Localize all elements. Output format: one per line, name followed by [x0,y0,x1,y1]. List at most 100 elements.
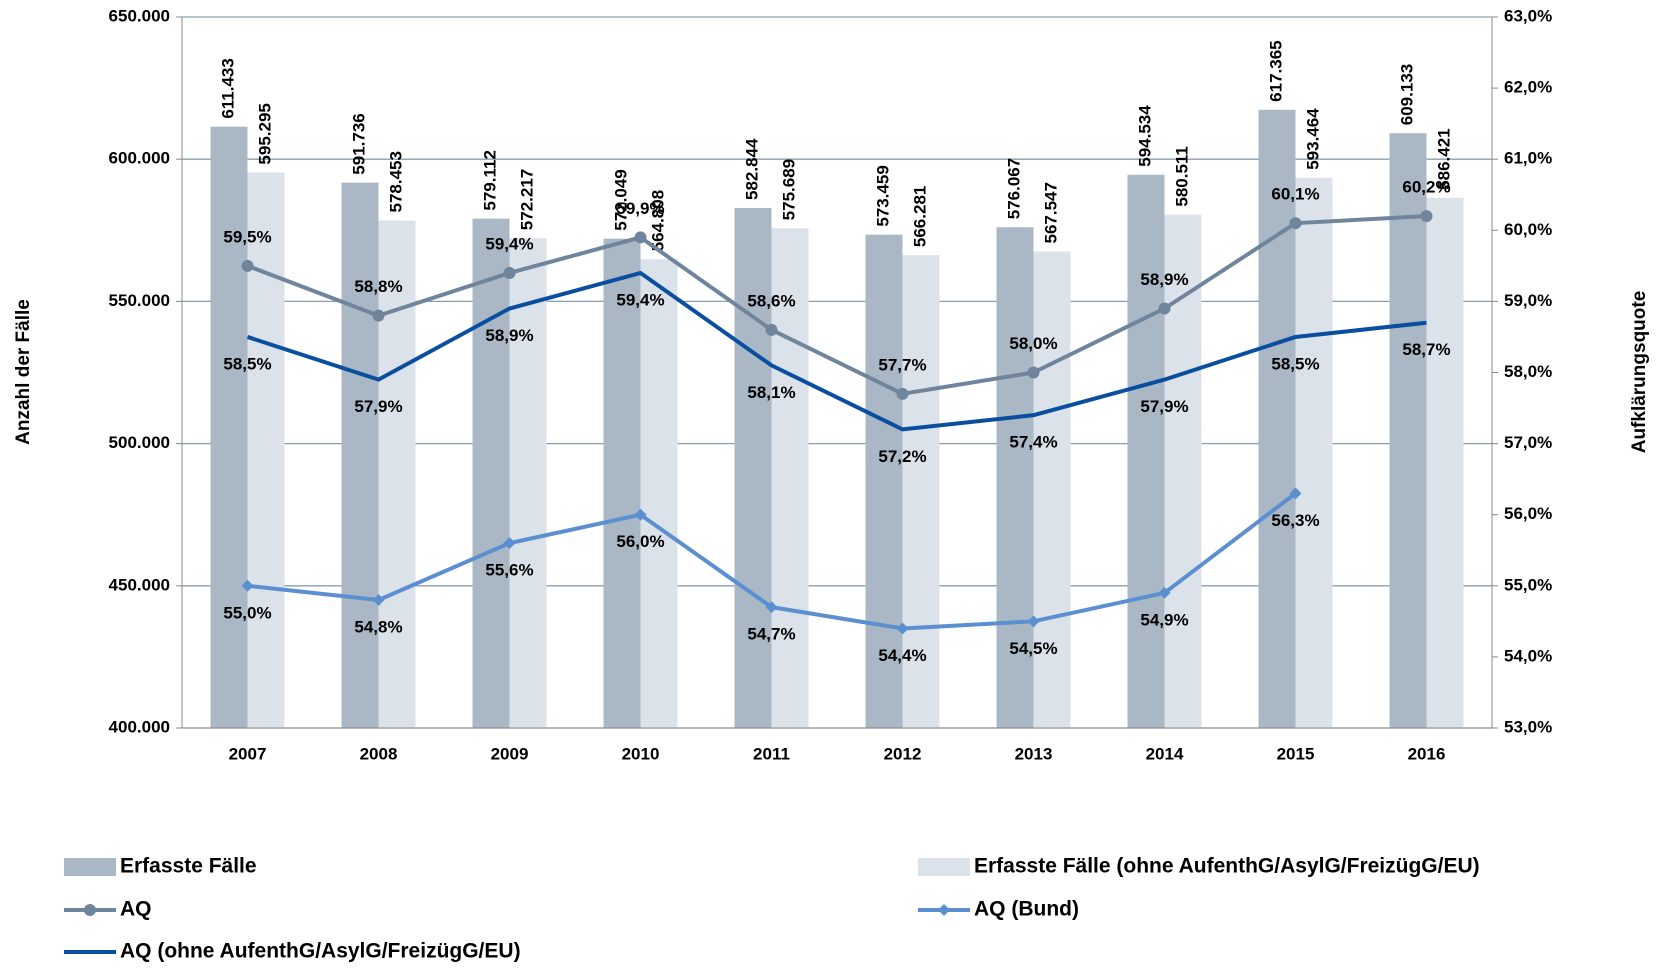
bar [1128,175,1165,728]
y-tick-label: 650.000 [109,6,170,25]
legend-marker [938,904,950,916]
line-value-label: 58,6% [747,291,795,310]
bar [1427,198,1464,728]
legend-swatch [64,858,116,876]
y-axis-title: Anzahl der Fälle [13,299,34,445]
x-tick-label: 2009 [491,744,529,763]
line-marker [1290,217,1302,229]
line-value-label: 54,4% [878,646,926,665]
y-tick-label: 550.000 [109,291,170,310]
legend-label: AQ (Bund) [974,898,1079,921]
line-value-label: 57,2% [878,447,926,466]
line [248,216,1427,394]
line-value-label: 59,9% [616,199,664,218]
line-marker [766,324,778,336]
line-marker [504,267,516,279]
line-value-label: 56,0% [616,532,664,551]
line-value-label: 59,5% [223,227,271,246]
line-marker [1159,303,1171,315]
bar-value-label: 617.365 [1266,40,1285,101]
x-tick-label: 2016 [1408,744,1446,763]
line-value-label: 57,7% [878,355,926,374]
y-tick-label: 500.000 [109,433,170,452]
line-marker [373,310,385,322]
x-tick-label: 2014 [1146,744,1184,763]
line [248,273,1427,429]
bar [473,219,510,728]
chart: Anzahl der Fälle Aufklärungsquote 400.00… [0,0,1662,971]
line-marker [1421,210,1433,222]
bar [211,127,248,728]
bar-value-label: 582.844 [742,138,761,200]
bar-value-label: 573.459 [873,165,892,226]
line-value-label: 54,7% [747,625,795,644]
line-value-label: 58,1% [747,383,795,402]
legend-marker [84,904,96,916]
y2-tick-label: 56,0% [1504,504,1552,523]
bar [735,208,772,728]
y2-tick-label: 62,0% [1504,78,1552,97]
y2-tick-label: 61,0% [1504,149,1552,168]
line-marker [242,260,254,272]
y2-tick-label: 63,0% [1504,6,1552,25]
x-tick-label: 2011 [753,744,790,763]
line-value-label: 60,1% [1271,185,1319,204]
y2-axis-title: Aufklärungsquote [1629,291,1650,454]
line-value-label: 55,6% [485,561,533,580]
legend-label: AQ [120,898,152,921]
y2-tick-label: 59,0% [1504,291,1552,310]
bar-value-label: 567.547 [1041,182,1060,243]
bar [342,183,379,728]
legend-label: Erfasste Fälle [120,855,257,878]
line-value-label: 59,4% [485,234,533,253]
bar-value-label: 579.112 [480,150,499,211]
y2-tick-label: 55,0% [1504,575,1552,594]
bar-value-label: 595.295 [255,103,274,164]
bar [1296,178,1333,728]
x-tick-label: 2010 [622,744,660,763]
line-value-label: 58,5% [223,354,271,373]
line-value-label: 58,8% [354,277,402,296]
y2-tick-label: 54,0% [1504,646,1552,665]
legend-swatch [918,858,970,876]
line-value-label: 59,4% [616,290,664,309]
line-value-label: 58,7% [1402,340,1450,359]
y2-tick-label: 57,0% [1504,433,1552,452]
y-tick-label: 600.000 [109,149,170,168]
line-value-label: 54,8% [354,618,402,637]
line-value-label: 57,4% [1009,433,1057,452]
line-value-label: 55,0% [223,603,271,622]
legend-label: Erfasste Fälle (ohne AufenthG/AsylG/Frei… [974,855,1480,878]
bar-value-label: 575.689 [779,159,798,220]
line-marker [635,231,647,243]
line-marker [897,388,909,400]
line-value-label: 60,2% [1402,178,1450,197]
x-tick-label: 2013 [1015,744,1053,763]
x-tick-label: 2008 [360,744,398,763]
line-marker [1028,367,1040,379]
line-value-label: 58,9% [485,326,533,345]
line-value-label: 56,3% [1271,511,1319,530]
bar-value-label: 591.736 [349,113,368,174]
line-value-label: 57,9% [1140,397,1188,416]
y-tick-label: 400.000 [109,717,170,736]
bar [1390,133,1427,728]
bar-value-label: 578.453 [386,151,405,212]
bar [1165,215,1202,728]
y2-tick-label: 60,0% [1504,220,1552,239]
bar-value-label: 572.217 [517,169,536,230]
y-tick-label: 450.000 [109,575,170,594]
x-tick-label: 2012 [884,744,922,763]
bar-value-label: 611.433 [218,58,237,119]
line-value-label: 54,5% [1009,639,1057,658]
bar-value-label: 593.464 [1303,108,1322,170]
bar [641,259,678,728]
bar-value-label: 594.534 [1135,105,1154,167]
y2-tick-label: 53,0% [1504,717,1552,736]
bar [379,220,416,728]
bar-value-label: 609.133 [1397,64,1416,125]
legend-label: AQ (ohne AufenthG/AsylG/FreizügG/EU) [120,940,521,963]
line-value-label: 58,9% [1140,270,1188,289]
line-value-label: 58,0% [1009,334,1057,353]
bar [604,239,641,728]
